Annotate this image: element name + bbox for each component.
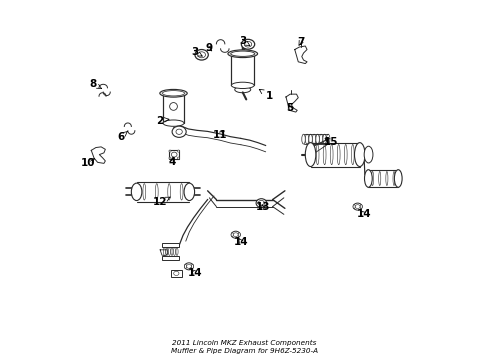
Ellipse shape <box>183 183 194 201</box>
Bar <box>231 54 254 85</box>
Ellipse shape <box>165 248 167 256</box>
Text: 12: 12 <box>153 197 170 207</box>
Ellipse shape <box>227 50 257 58</box>
Ellipse shape <box>385 171 387 185</box>
Ellipse shape <box>337 144 339 165</box>
Ellipse shape <box>176 248 178 256</box>
Ellipse shape <box>316 144 318 165</box>
Ellipse shape <box>364 146 372 163</box>
Ellipse shape <box>131 183 142 201</box>
Ellipse shape <box>350 144 353 165</box>
Polygon shape <box>294 46 306 64</box>
Ellipse shape <box>162 91 184 96</box>
Ellipse shape <box>256 199 266 207</box>
Text: 8: 8 <box>89 78 102 89</box>
Polygon shape <box>91 147 105 163</box>
Ellipse shape <box>191 264 193 269</box>
Ellipse shape <box>160 89 187 97</box>
Ellipse shape <box>163 120 183 126</box>
Ellipse shape <box>329 144 332 165</box>
Text: 7: 7 <box>296 37 304 47</box>
Text: 2: 2 <box>156 116 169 126</box>
Ellipse shape <box>241 39 254 49</box>
Ellipse shape <box>354 205 359 208</box>
Ellipse shape <box>168 157 171 159</box>
Ellipse shape <box>163 248 165 256</box>
Ellipse shape <box>171 248 173 256</box>
Text: 2011 Lincoln MKZ Exhaust Components
Muffler & Pipe Diagram for 9H6Z-5230-A: 2011 Lincoln MKZ Exhaust Components Muff… <box>171 340 317 354</box>
Ellipse shape <box>325 134 329 144</box>
Ellipse shape <box>142 184 145 200</box>
Text: 9: 9 <box>204 44 212 54</box>
Ellipse shape <box>308 134 312 144</box>
Ellipse shape <box>312 134 315 144</box>
Ellipse shape <box>184 263 193 270</box>
Text: 6: 6 <box>117 131 127 142</box>
Ellipse shape <box>305 143 315 167</box>
Ellipse shape <box>359 204 362 209</box>
Bar <box>162 256 179 260</box>
Ellipse shape <box>392 171 394 185</box>
Ellipse shape <box>378 171 380 185</box>
Ellipse shape <box>177 150 179 152</box>
Bar <box>168 150 179 159</box>
Ellipse shape <box>233 233 238 237</box>
Ellipse shape <box>323 144 325 165</box>
Text: 1: 1 <box>259 89 272 101</box>
Bar <box>367 170 397 187</box>
Ellipse shape <box>354 143 364 167</box>
Ellipse shape <box>234 86 250 93</box>
Ellipse shape <box>352 203 361 210</box>
Text: 14: 14 <box>233 237 248 247</box>
Bar <box>136 182 189 202</box>
Ellipse shape <box>177 157 179 159</box>
Ellipse shape <box>231 233 233 237</box>
Ellipse shape <box>173 248 175 256</box>
Text: 4: 4 <box>168 157 176 167</box>
Text: 3: 3 <box>191 47 202 57</box>
Ellipse shape <box>167 184 170 200</box>
Bar <box>162 243 179 247</box>
Ellipse shape <box>394 170 401 187</box>
Ellipse shape <box>169 103 177 110</box>
Polygon shape <box>160 250 167 256</box>
Ellipse shape <box>231 82 254 89</box>
Polygon shape <box>285 94 298 112</box>
Ellipse shape <box>319 134 322 144</box>
Ellipse shape <box>230 51 254 57</box>
Text: 13: 13 <box>255 202 269 212</box>
Ellipse shape <box>168 150 171 152</box>
Ellipse shape <box>180 184 183 200</box>
Text: 11: 11 <box>212 130 227 140</box>
Ellipse shape <box>231 231 240 238</box>
Bar <box>310 143 359 167</box>
Ellipse shape <box>371 171 373 185</box>
Text: 5: 5 <box>286 103 293 113</box>
Ellipse shape <box>301 134 305 144</box>
Bar <box>170 270 182 276</box>
Ellipse shape <box>155 184 158 200</box>
Ellipse shape <box>186 264 191 268</box>
Ellipse shape <box>344 144 346 165</box>
Text: 15: 15 <box>323 136 337 147</box>
Ellipse shape <box>315 134 319 144</box>
Ellipse shape <box>238 233 240 237</box>
Ellipse shape <box>305 134 308 144</box>
Ellipse shape <box>172 126 186 138</box>
Ellipse shape <box>168 248 170 256</box>
Ellipse shape <box>184 264 186 269</box>
Ellipse shape <box>322 134 325 144</box>
Text: 10: 10 <box>81 158 95 168</box>
Ellipse shape <box>364 170 371 187</box>
Text: 14: 14 <box>356 209 370 219</box>
Bar <box>163 93 183 123</box>
Text: 3: 3 <box>239 36 249 46</box>
Ellipse shape <box>195 50 208 60</box>
Ellipse shape <box>352 204 354 209</box>
Text: 14: 14 <box>187 268 202 278</box>
